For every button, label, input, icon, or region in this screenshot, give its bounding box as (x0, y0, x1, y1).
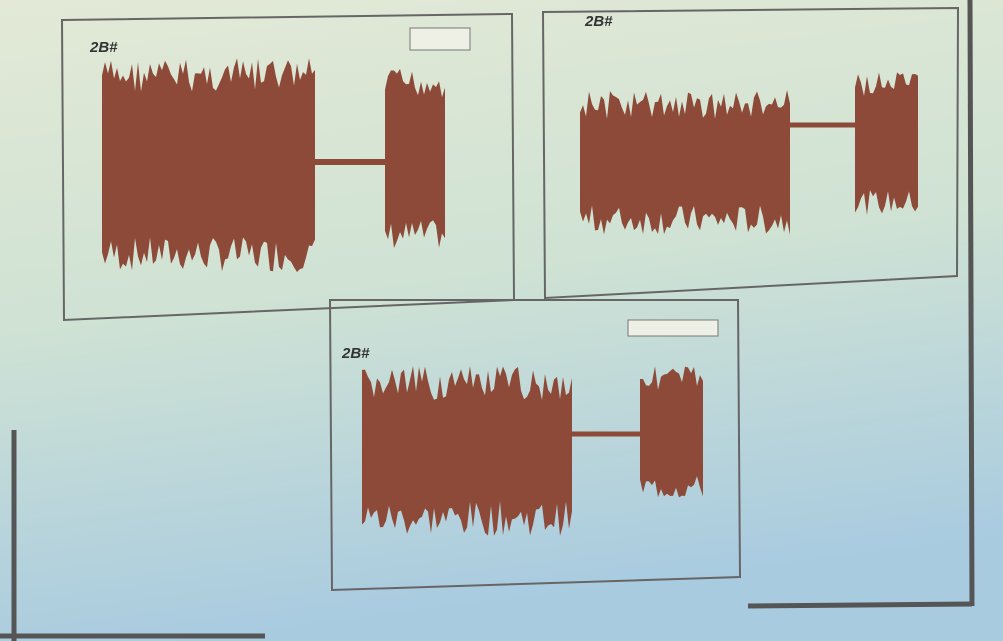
waveform (790, 122, 855, 128)
waveform (580, 90, 790, 235)
panel-label: 2B# (89, 39, 118, 56)
legend-box (627, 319, 719, 337)
legend-box (409, 27, 471, 51)
frame-edge (747, 601, 973, 609)
waveform (855, 72, 918, 215)
waveform (315, 159, 385, 165)
waveform (572, 431, 640, 437)
waveform (362, 366, 572, 536)
chart-frame (328, 299, 742, 592)
waveform (102, 58, 315, 272)
chart-frame (541, 6, 960, 300)
panel-label: 2B# (584, 13, 613, 30)
frame-edge (967, 0, 975, 607)
waveform (640, 366, 703, 498)
panel-label: 2B# (341, 345, 370, 362)
waveform (385, 68, 445, 248)
